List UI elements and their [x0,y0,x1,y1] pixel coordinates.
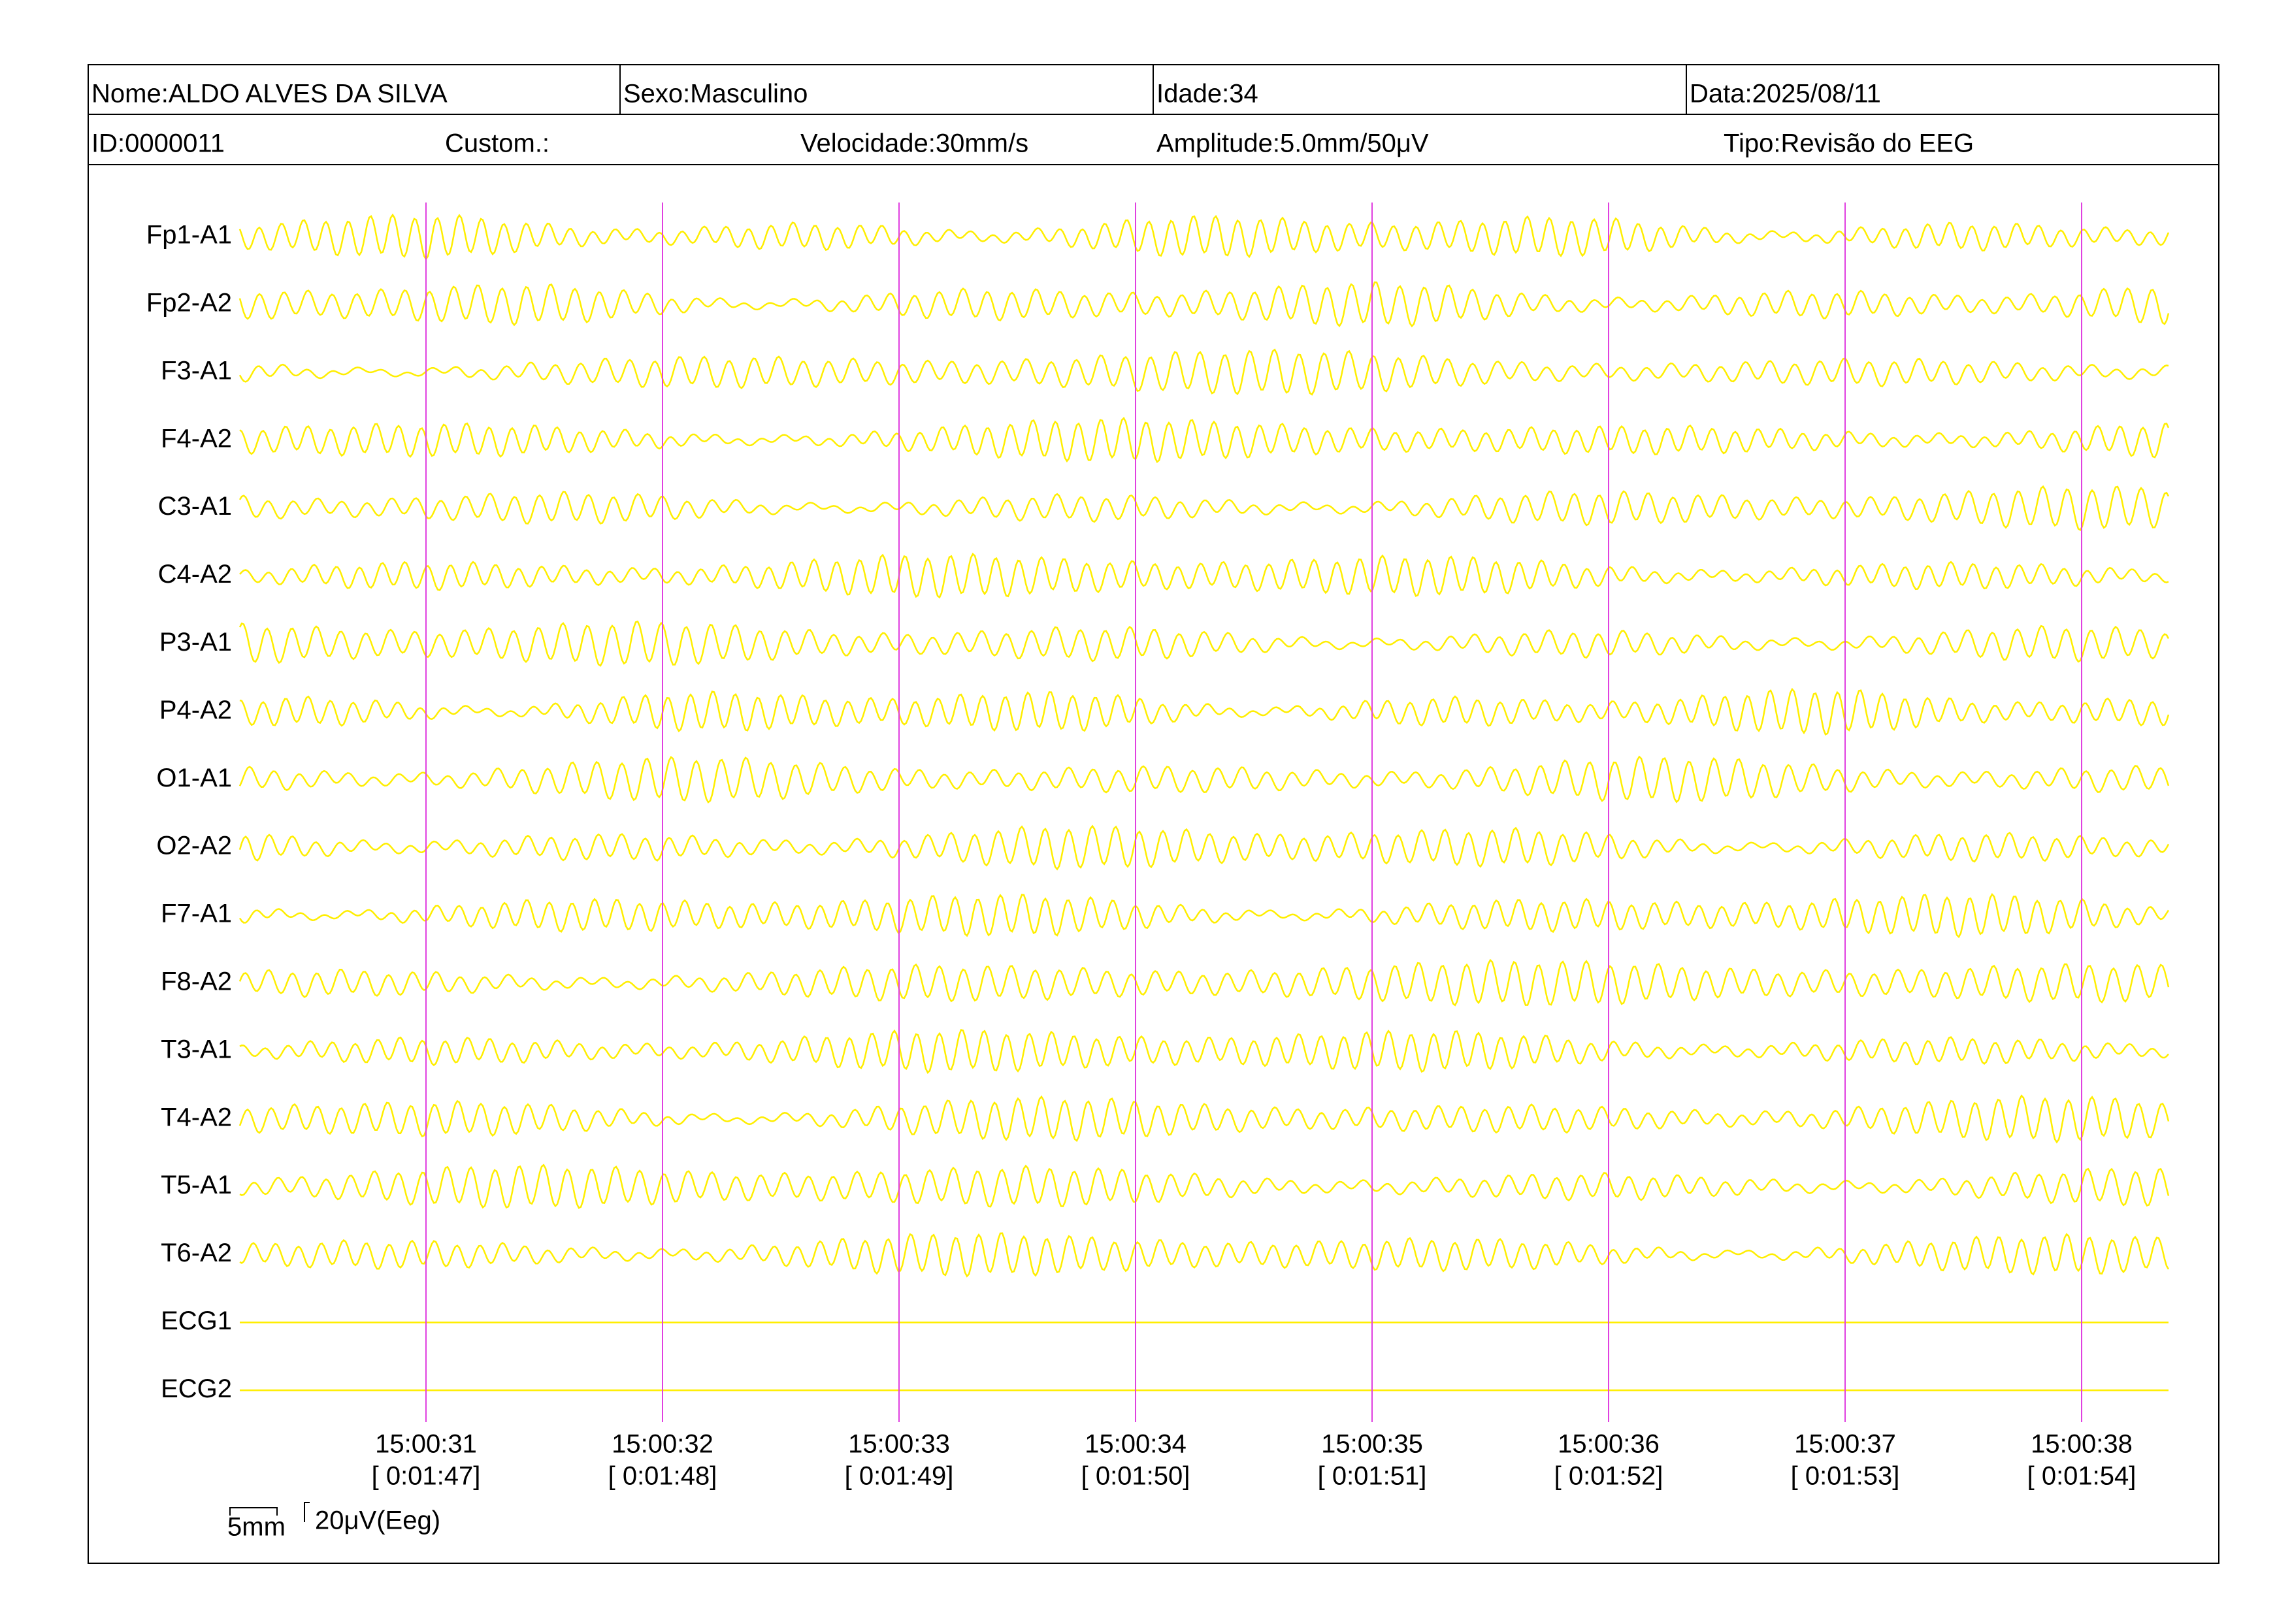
eeg-trace [238,485,2170,532]
header-age: Idade:34 [1156,80,1258,108]
channel-label: P4-A2 [159,696,232,724]
time-elapsed: [ 0:01:54] [2027,1462,2136,1491]
channel-label: P3-A1 [159,628,232,657]
time-clock: 15:00:38 [2031,1430,2133,1459]
time-clock: 15:00:33 [848,1430,950,1459]
channel-label: T5-A1 [161,1171,232,1199]
scale-bar-time [229,1507,278,1516]
channel-label: T6-A2 [161,1239,232,1267]
time-elapsed: [ 0:01:52] [1554,1462,1663,1491]
scale-amplitude-label: 20μV(Eeg) [315,1506,440,1535]
header-custom: Custom.: [445,129,549,158]
time-elapsed: [ 0:01:53] [1791,1462,1900,1491]
channel-label: Fp1-A1 [146,221,232,250]
channel-label: O1-A1 [156,764,232,792]
eeg-trace [239,1028,2169,1074]
channel-label: F7-A1 [161,900,232,928]
time-elapsed: [ 0:01:48] [608,1462,717,1491]
channel-label: Fp2-A2 [146,288,232,317]
eeg-trace [238,958,2170,1007]
eeg-trace [239,1163,2170,1209]
eeg-trace [239,687,2170,736]
eeg-trace [239,416,2170,463]
channel-label: C3-A1 [158,492,232,521]
channel-label: ECG1 [161,1307,232,1335]
header-id: ID:0000011 [91,129,225,158]
eeg-trace [239,1232,2170,1278]
eeg-trace [238,348,2169,396]
time-markers [425,203,2082,1422]
time-elapsed: [ 0:01:47] [372,1462,481,1491]
time-clock: 15:00:35 [1321,1430,1423,1459]
header-date: Data:2025/08/11 [1690,80,1881,108]
time-clock: 15:00:32 [612,1430,713,1459]
header-name: Nome:ALDO ALVES DA SILVA [91,80,448,108]
eeg-trace [238,892,2170,939]
header-amplitude: Amplitude:5.0mm/50μV [1156,129,1429,158]
header-type: Tipo:Revisão do EEG [1724,129,1974,158]
time-elapsed: [ 0:01:49] [845,1462,954,1491]
channel-label: T3-A1 [161,1035,232,1064]
eeg-trace [238,1094,2170,1144]
time-clock: 15:00:37 [1794,1430,1896,1459]
time-clock: 15:00:36 [1558,1430,1660,1459]
channel-label: O2-A2 [156,832,232,860]
eeg-trace [238,620,2170,667]
time-clock: 15:00:31 [375,1430,477,1459]
channel-label: C4-A2 [158,560,232,589]
header-sex: Sexo:Masculino [623,80,808,108]
report-frame [88,64,2219,1564]
eeg-trace [239,552,2169,599]
channel-label: F8-A2 [161,967,232,996]
channel-label: F3-A1 [161,356,232,385]
time-clock: 15:00:34 [1085,1430,1187,1459]
time-elapsed: [ 0:01:50] [1081,1462,1190,1491]
channel-label: F4-A2 [161,424,232,453]
channel-label: ECG2 [161,1374,232,1403]
time-elapsed: [ 0:01:51] [1318,1462,1427,1491]
eeg-trace [238,213,2170,261]
channel-label: T4-A2 [161,1103,232,1131]
traces [238,213,2170,1391]
header-speed: Velocidade:30mm/s [800,129,1028,158]
eeg-trace [238,281,2170,328]
scale-time-label: 5mm [227,1513,286,1542]
eeg-trace [238,755,2170,804]
scale-bar-amplitude [304,1502,310,1522]
eeg-trace [238,824,2170,871]
